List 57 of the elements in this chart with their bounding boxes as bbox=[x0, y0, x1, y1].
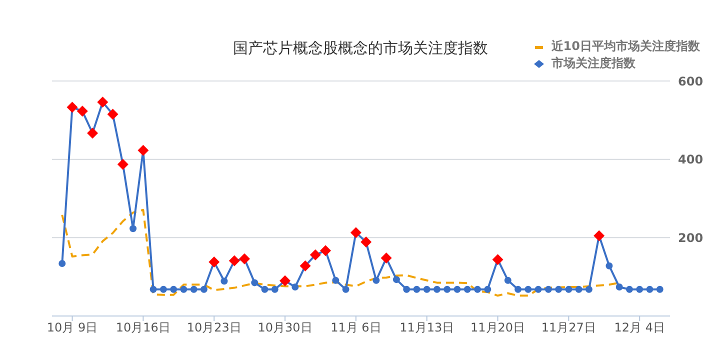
x-tick-label: 11月 6日 bbox=[330, 320, 382, 335]
point bbox=[251, 279, 258, 286]
point bbox=[484, 286, 492, 293]
point bbox=[271, 286, 278, 293]
point bbox=[130, 225, 137, 232]
x-tick-label: 11月20日 bbox=[470, 320, 526, 335]
point bbox=[392, 276, 400, 284]
point bbox=[514, 286, 522, 293]
point bbox=[200, 286, 208, 293]
point bbox=[606, 262, 613, 270]
point bbox=[220, 278, 228, 285]
point bbox=[585, 286, 592, 293]
point bbox=[656, 286, 664, 293]
y-tick-label: 200 bbox=[678, 230, 704, 245]
point bbox=[544, 286, 552, 293]
point bbox=[474, 286, 482, 293]
point bbox=[464, 286, 471, 293]
chart-title: 国产芯片概念股概念的市场关注度指数 bbox=[233, 39, 488, 58]
y-tick-label: 600 bbox=[678, 74, 704, 88]
legend-label: 近10日平均市场关注度指数 bbox=[551, 38, 700, 55]
x-tick-label: 11月27日 bbox=[541, 320, 596, 335]
point bbox=[616, 284, 623, 291]
x-tick-label: 10月16日 bbox=[116, 320, 170, 335]
point bbox=[292, 284, 299, 291]
point bbox=[444, 286, 451, 293]
point bbox=[413, 286, 420, 293]
point bbox=[160, 286, 167, 293]
x-tick-label: 10月 9日 bbox=[46, 320, 98, 335]
point bbox=[170, 286, 178, 293]
point bbox=[238, 253, 250, 264]
point bbox=[332, 276, 340, 284]
point bbox=[403, 286, 410, 293]
point bbox=[190, 286, 198, 293]
x-tick-label: 12月 4日 bbox=[614, 320, 665, 335]
legend-label: 市场关注度指数 bbox=[551, 55, 636, 72]
point bbox=[636, 286, 644, 293]
x-tick-label: 10月23日 bbox=[186, 320, 242, 335]
point bbox=[626, 286, 633, 293]
x-tick-label: 11月13日 bbox=[400, 320, 454, 335]
x-tick-label: 10月30日 bbox=[258, 320, 312, 335]
point bbox=[504, 276, 512, 284]
point bbox=[342, 286, 350, 293]
point bbox=[423, 286, 430, 293]
point bbox=[454, 286, 461, 293]
point bbox=[534, 286, 542, 293]
point bbox=[180, 286, 188, 293]
point bbox=[150, 286, 157, 293]
point bbox=[524, 286, 532, 293]
point bbox=[565, 286, 572, 293]
point bbox=[646, 286, 654, 293]
point bbox=[261, 286, 268, 293]
point bbox=[372, 276, 380, 284]
point bbox=[58, 260, 66, 268]
point bbox=[433, 286, 440, 293]
point bbox=[575, 286, 582, 293]
y-tick-label: 400 bbox=[678, 152, 704, 167]
point bbox=[555, 286, 562, 293]
